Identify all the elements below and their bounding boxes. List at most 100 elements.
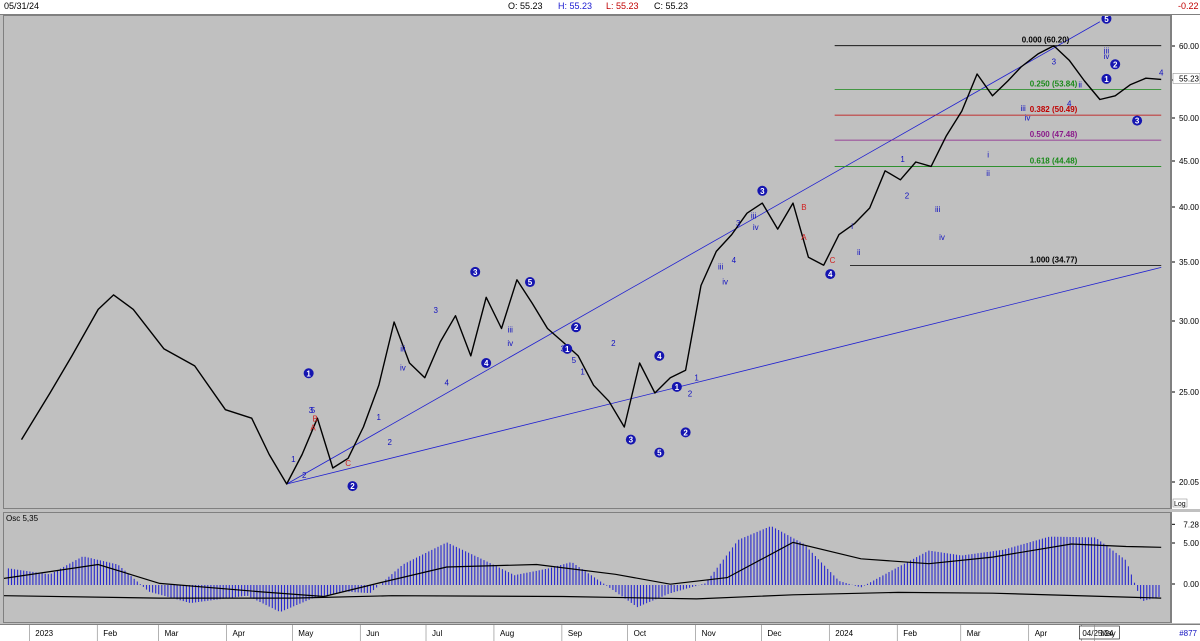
osc-baseline-line [4, 591, 1162, 600]
wave-label: 2 [302, 471, 307, 480]
osc-tick-label: 0.00 [1183, 580, 1199, 589]
date-tick-label: 2023 [35, 629, 53, 638]
wave-label: 2 [388, 438, 393, 447]
price-panel[interactable]: 0.000 (60.20) 0.250 (53.84) 0.382 (50.49) 0… [3, 15, 1171, 509]
wave-label: 1 [694, 374, 699, 383]
date-axis-svg: 2023 Feb Mar Apr May Jun Jul Aug Sep Oct Nov Dec 202… [29, 625, 1198, 641]
wave-circle-label: 1 [675, 383, 680, 392]
wave-circle-label: 3 [629, 436, 634, 445]
wave-label: iii [718, 263, 724, 272]
osc-signal-line [4, 541, 1162, 598]
price-line [20, 45, 1162, 485]
wave-circle-marker [1132, 115, 1143, 126]
wave-label: 3 [561, 345, 566, 354]
oscillator-panel[interactable]: Osc 5,35 [3, 512, 1171, 623]
wave-circle-label: 5 [1104, 16, 1109, 24]
fib-label: 0.500 (47.48) [1030, 130, 1078, 139]
wave-label: 4 [1067, 99, 1072, 108]
log-toggle[interactable] [1172, 498, 1188, 508]
wave-label: 2 [688, 389, 693, 398]
date-tick-label: Mar [165, 629, 179, 638]
price-chart[interactable]: 0.000 (60.20) 0.250 (53.84) 0.382 (50.49) 0… [4, 16, 1170, 508]
current-price-label: 55.23 [1179, 74, 1200, 83]
date-tick-label: 2024 [835, 629, 853, 638]
wave-label: iii [508, 326, 514, 335]
header-change: -0.22 [1178, 1, 1199, 11]
price-tick-label: 45.00 [1179, 157, 1200, 166]
wave-label: B [313, 415, 318, 424]
wave-circle-marker [525, 277, 536, 288]
wave-circle-marker [757, 185, 768, 196]
wave-circle-label: 4 [484, 359, 489, 368]
wave-circle-marker [654, 350, 665, 361]
wave-label: iii [1020, 104, 1026, 113]
fib-label: 0.382 (50.49) [1030, 105, 1078, 114]
date-tick-label: Sep [568, 629, 583, 638]
price-tick-label: 40.00 [1179, 203, 1200, 212]
wave-circle-label: 4 [828, 270, 833, 279]
oscillator-chart[interactable] [4, 513, 1170, 622]
wave-circle-marker [562, 343, 573, 354]
oscillator-axis-svg: 7.28 5.00 0.00 [1172, 520, 1200, 589]
header-high: H: 55.23 [558, 1, 593, 11]
price-line-group [20, 45, 1162, 485]
wave-circle-marker [1110, 59, 1121, 70]
wave-circle-marker [825, 269, 836, 280]
fibonacci-levels: 0.000 (60.20) 0.250 (53.84) 0.382 (50.49) 0… [834, 36, 1162, 266]
wave-label: i [851, 222, 853, 231]
wave-label: iii [751, 211, 757, 220]
price-tick-label: 60.00 [1179, 42, 1200, 51]
wave-circle-marker [470, 266, 481, 277]
wave-label: A [801, 233, 807, 242]
wave-circle-label: 3 [473, 268, 478, 277]
wave-label: i [987, 150, 989, 159]
wave-label: iv [1025, 114, 1031, 123]
wave-label: B [801, 203, 806, 212]
wave-label: 3 [434, 306, 439, 315]
wave-circle-marker [1101, 73, 1112, 84]
wave-circle-label: 3 [1135, 117, 1140, 126]
wave-label: iv [507, 339, 513, 348]
wave-label: 4 [1159, 68, 1164, 77]
price-tick-label: 20.05 [1179, 478, 1200, 487]
date-tick-label: 04/25/24 [1082, 629, 1114, 638]
price-axis: 60.0055.0050.0045.0040.0035.0030.0025.00… [1171, 15, 1200, 509]
wave-label: iii [1104, 47, 1110, 56]
wave-label: iii [400, 345, 406, 354]
fib-label: 0.250 (53.84) [1030, 79, 1078, 88]
wave-label: 1 [291, 455, 296, 464]
date-tick-label: Oct [634, 629, 647, 638]
wave-label: 3 [736, 219, 741, 228]
date-tick-label: May [1100, 629, 1115, 638]
wave-label: C [345, 459, 351, 468]
log-label[interactable]: Log [1174, 501, 1186, 508]
wave-label: 2 [611, 339, 616, 348]
price-tick-label: 35.00 [1179, 258, 1200, 267]
trendline-1 [286, 21, 1101, 485]
date-tick-label: Mar [967, 629, 981, 638]
wave-circle-marker [303, 368, 314, 379]
wave-circle-marker [571, 322, 582, 333]
wave-label: 3 [1052, 57, 1057, 66]
oscillator-bars [7, 526, 1160, 612]
price-axis-svg: 60.0055.0050.0045.0040.0035.0030.0025.00… [1172, 42, 1200, 508]
wave-label: C [830, 256, 836, 265]
wave-label: 1 [580, 368, 585, 377]
wave-circle-label: 5 [528, 278, 533, 287]
bar-count: #877 [1179, 629, 1197, 638]
date-tick-label: Nov [702, 629, 716, 638]
date-tick-label: Apr [233, 629, 246, 638]
date-tick-label: Jun [366, 629, 379, 638]
wave-circle-marker [680, 427, 691, 438]
wave-circle-label: 2 [350, 482, 355, 491]
fib-label: 0.618 (44.48) [1030, 157, 1078, 166]
header-date: 05/31/24 [4, 1, 40, 11]
wave-label: ii [857, 248, 861, 257]
price-tick-label: 30.00 [1179, 317, 1200, 326]
price-tick-label: 25.00 [1179, 388, 1200, 397]
oscillator-axis: 7.28 5.00 0.00 [1171, 512, 1200, 623]
wave-labels: 1234521345123452131235ABC12iiiiv34iiiiv3… [291, 16, 1164, 492]
wave-label: 2 [905, 191, 910, 200]
header-low: L: 55.23 [606, 1, 639, 11]
oscillator-lines [4, 541, 1162, 600]
